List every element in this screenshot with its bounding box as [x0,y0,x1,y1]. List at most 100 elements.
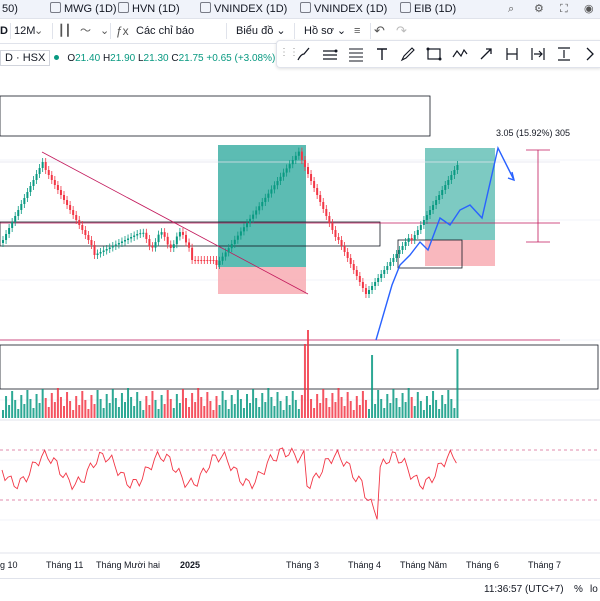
loss-zone [425,240,495,266]
candle [425,215,428,220]
candle [328,216,331,223]
search-icon[interactable]: ⌕ [508,3,515,15]
candle [105,249,108,251]
volume-bar [63,406,65,418]
chart-menu-button[interactable]: Biểu đồ ⌄ [236,24,286,38]
time-axis-label: Tháng Mười hai [96,560,160,570]
arrow-up-icon[interactable] [477,45,495,63]
candle [81,225,84,230]
settings-icon[interactable]: ⚙ [534,3,544,15]
volume-bar [447,390,450,418]
parallel-channel-icon[interactable] [321,45,339,63]
drawing-toolbar: ⋮⋮ [276,40,600,68]
tab-chart-eib[interactable]: EIB (1D) [400,2,456,16]
volume-bar [163,404,166,418]
undo-icon[interactable]: ↶ [374,23,385,38]
tab-chart-vnindex-2[interactable]: VNINDEX (1D) [300,2,387,16]
symbol-search-button[interactable]: D [0,25,8,37]
volume-bar [276,392,279,418]
volume-bar [456,349,459,418]
time-axis[interactable]: g 10 Tháng 11 Tháng Mười hai 2025 Tháng … [0,556,600,574]
volume-bar [41,389,44,418]
candle [316,188,319,195]
symbol-label[interactable]: D · HSX [0,50,51,66]
volume-bar [26,390,29,418]
interval-dropdown-icon[interactable]: ⌄ [34,25,44,37]
candle [331,223,334,230]
rsi-line [1,447,457,520]
fib-icon[interactable] [347,45,365,63]
volume-bar [368,409,370,418]
path-icon[interactable] [451,45,469,63]
candle [410,238,413,240]
interval-button[interactable]: 12M [14,24,35,38]
volume-bar [383,408,386,418]
chart-tab-icon [118,2,129,13]
candle [252,214,255,219]
candles-icon[interactable]: ┃┃ [58,25,72,37]
drawings-toggle-icon[interactable]: ≡ [354,25,361,37]
candle [377,278,380,282]
indicators-button[interactable]: Các chỉ báo [136,24,194,38]
volume-bar [87,409,90,418]
volume-bar [279,401,282,418]
rectangle-drawing [0,344,599,390]
candle [389,262,392,266]
volume-bar [38,403,41,418]
tab-chart-vnindex-1[interactable]: VNINDEX (1D) [200,2,287,16]
candle [72,210,75,215]
candle [169,244,172,248]
volume-bar [139,401,142,418]
volume-bar [340,397,343,418]
candle [435,200,438,205]
line-chart-icon[interactable]: 〜 [80,25,91,37]
volume-bar [2,410,4,418]
clock-time[interactable]: 11:36:57 (UTC+7) [484,584,564,595]
log-toggle[interactable]: lo [590,584,598,595]
date-range-icon[interactable] [529,45,547,63]
tab-chart-1[interactable]: 50) [2,2,18,16]
candle [438,195,441,200]
candle [145,232,148,240]
indicators-icon[interactable]: ƒx [116,24,129,38]
divider [370,23,371,39]
volume-bar [404,402,407,418]
candle [322,202,325,209]
volume-bar [215,396,218,418]
percent-toggle[interactable]: % [574,584,583,595]
volume-bar [328,407,331,418]
candle [5,234,8,240]
more-icon[interactable] [581,45,599,63]
volume-bar [313,408,316,418]
rectangle-icon[interactable] [425,45,443,63]
pen-icon[interactable] [399,45,417,63]
candle [23,198,26,204]
camera-icon[interactable]: ◉ [584,3,594,15]
chart-type-dropdown-icon[interactable]: ⌄ [100,25,110,37]
redo-icon[interactable]: ↷ [396,23,407,38]
fullscreen-icon[interactable]: ⛶ [560,3,568,15]
drag-handle-icon[interactable]: ⋮⋮ [279,47,299,58]
tab-chart-mwg[interactable]: MWG (1D) [50,2,117,16]
brush-icon[interactable] [295,45,313,63]
long-position-icon[interactable] [503,45,521,63]
volume-bar [160,395,163,418]
candle [154,242,157,248]
volume-bar [99,399,102,418]
profile-menu-button[interactable]: Hồ sơ ⌄ [304,24,346,38]
tab-chart-hvn[interactable]: HVN (1D) [118,2,180,16]
volume-bar [389,403,392,418]
candle [200,260,203,261]
candle [163,232,166,237]
candle [96,253,99,255]
time-axis-label: Tháng Năm [400,560,448,570]
candle [53,180,56,185]
text-icon[interactable] [373,45,391,63]
candle [395,254,398,258]
candle [102,250,105,252]
low-value: 21.30 [143,53,169,64]
volume-bar [386,394,389,418]
price-range-icon[interactable] [555,45,573,63]
volume-bar [78,405,81,418]
